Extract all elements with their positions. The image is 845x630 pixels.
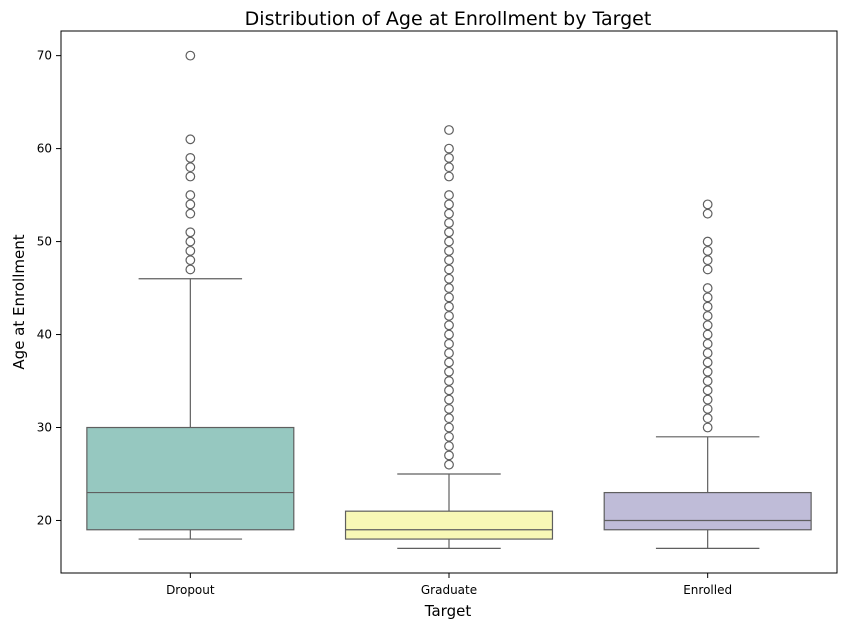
outlier-point: [702, 413, 713, 424]
outlier-point: [444, 431, 454, 442]
outlier-point: [444, 348, 454, 359]
outlier-point: [444, 199, 454, 210]
outlier-point: [702, 348, 713, 359]
outlier-point: [702, 320, 713, 331]
outlier-point: [444, 283, 454, 293]
outlier-point: [444, 153, 454, 163]
outlier-point: [702, 264, 713, 275]
outlier-point: [444, 245, 454, 256]
outlier-point: [444, 143, 454, 154]
y-axis: 20 30 40 50 60 70: [37, 49, 61, 527]
outlier-point: [444, 255, 454, 266]
box-enrolled: [603, 491, 812, 531]
outlier-point: [702, 208, 713, 219]
outlier-point: [702, 404, 713, 414]
outlier-point: [702, 283, 713, 293]
outlier-point: [702, 292, 713, 303]
y-axis-title: Age at Enrollment: [10, 234, 28, 369]
outlier-point: [444, 190, 454, 200]
y-tick-label: 50: [37, 235, 52, 249]
box-dropout: [86, 426, 295, 531]
outlier-point: [185, 255, 196, 266]
outlier-point: [444, 273, 454, 284]
outlier-point: [185, 162, 196, 173]
outlier-point: [702, 236, 713, 247]
outlier-point: [444, 376, 454, 386]
outlier-point: [444, 264, 454, 275]
chart-title: Distribution of Age at Enrollment by Tar…: [245, 8, 652, 30]
box-group-dropout: [86, 50, 295, 540]
x-axis: Dropout Graduate Enrolled: [166, 573, 732, 597]
outlier-point: [444, 441, 454, 451]
outlier-point: [702, 385, 713, 396]
outlier-point: [444, 236, 454, 247]
x-tick-label-graduate: Graduate: [421, 583, 477, 597]
y-tick-label: 30: [37, 421, 52, 435]
outlier-point: [444, 162, 454, 173]
outlier-point: [185, 190, 196, 200]
outlier-point: [702, 357, 713, 368]
outlier-point: [444, 311, 454, 321]
outlier-point: [702, 422, 713, 433]
outlier-point: [185, 264, 196, 275]
outlier-point: [444, 357, 454, 368]
outlier-point: [702, 338, 713, 349]
outlier-point: [185, 153, 196, 163]
outlier-point: [444, 338, 454, 349]
outlier-point: [185, 171, 196, 182]
outlier-point: [444, 450, 454, 461]
outlier-point: [444, 394, 454, 405]
outlier-point: [444, 218, 454, 228]
outlier-point: [444, 404, 454, 414]
outlier-point: [444, 413, 454, 424]
box-group-graduate: [344, 125, 554, 549]
outlier-point: [185, 245, 196, 256]
outlier-point: [444, 227, 454, 238]
outlier-point: [444, 329, 454, 340]
outlier-point: [444, 366, 454, 377]
outlier-point: [702, 394, 713, 405]
outlier-point: [702, 301, 713, 312]
box-group-enrolled: [603, 199, 812, 549]
outlier-point: [702, 311, 713, 321]
y-tick-label: 20: [37, 513, 52, 527]
outlier-point: [702, 366, 713, 377]
outlier-point: [185, 236, 196, 247]
x-tick-label-dropout: Dropout: [166, 583, 215, 597]
boxes-layer: [86, 50, 812, 549]
outlier-point: [444, 320, 454, 331]
outlier-point: [444, 459, 454, 470]
outlier-point: [185, 227, 196, 238]
outlier-point: [444, 385, 454, 396]
outlier-point: [185, 134, 196, 145]
outlier-point: [444, 301, 454, 312]
outlier-point: [702, 376, 713, 386]
outlier-point: [702, 255, 713, 266]
outlier-point: [185, 208, 196, 219]
outlier-point: [444, 208, 454, 219]
outlier-point: [444, 125, 454, 135]
y-tick-label: 60: [37, 142, 52, 156]
outlier-point: [702, 245, 713, 256]
y-tick-label: 40: [37, 328, 52, 342]
x-axis-title: Target: [424, 602, 472, 620]
box-graduate: [344, 510, 554, 540]
y-tick-label: 70: [37, 49, 52, 63]
x-tick-label-enrolled: Enrolled: [683, 583, 732, 597]
outlier-point: [444, 292, 454, 303]
outlier-point: [702, 199, 713, 210]
outlier-point: [444, 422, 454, 433]
outlier-point: [185, 50, 196, 61]
outlier-point: [185, 199, 196, 210]
outlier-point: [702, 329, 713, 340]
outlier-point: [444, 171, 454, 182]
